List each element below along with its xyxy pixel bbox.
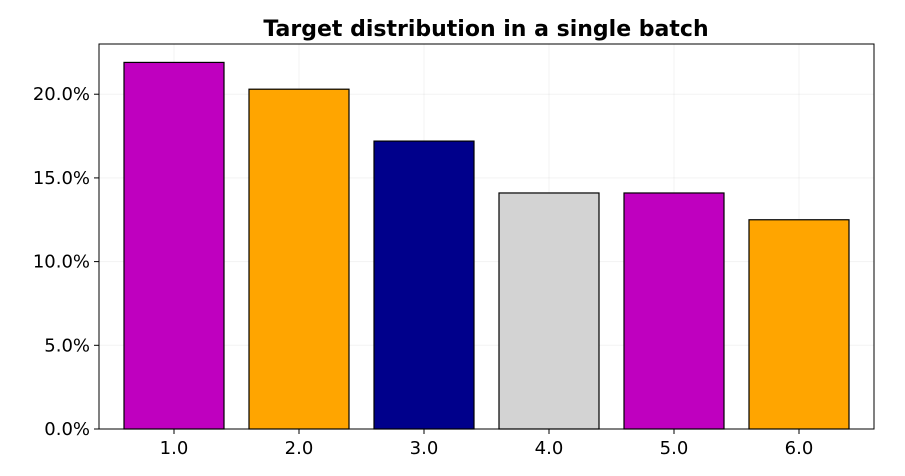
chart-title: Target distribution in a single batch xyxy=(263,17,708,42)
y-tick-label: 15.0% xyxy=(33,168,90,189)
bar-6.0 xyxy=(748,219,850,430)
bar-3.0 xyxy=(373,140,475,430)
x-tick-label: 4.0 xyxy=(535,438,564,459)
plot-frame xyxy=(98,43,875,430)
bars xyxy=(123,61,850,430)
x-tick-label: 3.0 xyxy=(410,438,439,459)
y-tick-label: 20.0% xyxy=(33,84,90,105)
y-tick-label: 10.0% xyxy=(33,252,90,273)
x-tick-label: 5.0 xyxy=(660,438,689,459)
x-tick-label: 1.0 xyxy=(160,438,189,459)
x-tick-label: 6.0 xyxy=(785,438,814,459)
y-tick-label: 5.0% xyxy=(44,335,90,356)
bar-2.0 xyxy=(248,88,350,430)
bar-4.0 xyxy=(498,192,600,430)
bar-1.0 xyxy=(123,61,225,430)
y-axis: 0.0% 5.0% 10.0% 15.0% 20.0% xyxy=(33,84,99,440)
x-tick-label: 2.0 xyxy=(285,438,314,459)
x-axis: 1.0 2.0 3.0 4.0 5.0 6.0 xyxy=(160,429,814,459)
y-tick-label: 0.0% xyxy=(44,419,90,440)
bar-5.0 xyxy=(623,192,725,430)
